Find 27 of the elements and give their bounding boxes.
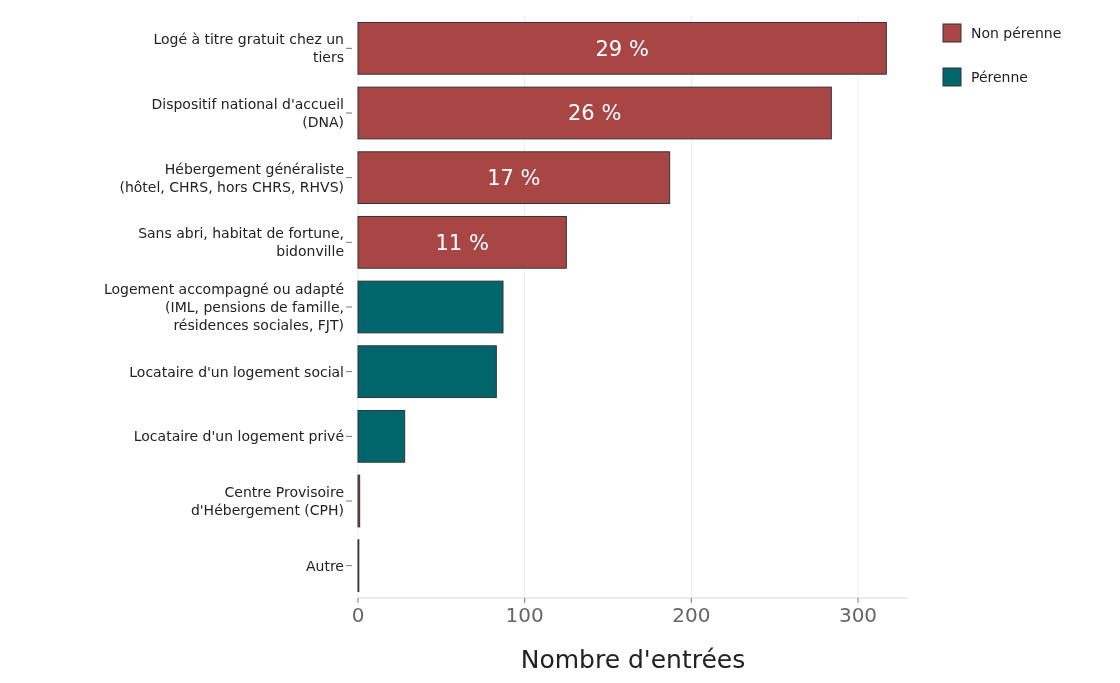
bar [357, 151, 671, 205]
bar [357, 215, 567, 269]
bar [357, 21, 887, 75]
y-tick-label: Logement accompagné ou adapté (IML, pensions de famille, résidences sociales, FJT) [103, 280, 344, 333]
annotation: 17 % [487, 166, 541, 191]
y-tick-label: Hébergement généraliste (hôtel, CHRS, hors CHRS, RHVS) [119, 160, 344, 195]
y-tick-label: Locataire d'un logement social [129, 363, 344, 380]
bar [357, 280, 504, 334]
y-tick-label: Sans abri, habitat de fortune, bidonville [138, 225, 344, 260]
y-tick-label: Centre Provisoire d'Hébergement (CPH) [190, 483, 344, 518]
y-tick-label: Locataire d'un logement privé [133, 428, 344, 445]
annotation: 26 % [567, 101, 622, 126]
annotation: 29 % [595, 36, 649, 61]
annotation: 11 % [435, 230, 489, 255]
x-tick-label: 300 [838, 603, 878, 627]
x-tick-label: 0 [351, 603, 365, 627]
x-tick-label: 100 [505, 603, 544, 627]
bar [357, 345, 497, 399]
bar [357, 409, 406, 463]
y-tick-label: Dispositif national d'accueil (DNA) [151, 95, 344, 130]
legend-label: Pérenne [971, 68, 1028, 85]
x-tick-label: 200 [672, 603, 711, 627]
x-axis-title: Nombre d'entrées [520, 645, 746, 674]
legend-label: Non pérenne [971, 24, 1062, 41]
y-tick-label: Logé à titre gratuit chez un tiers [153, 31, 344, 66]
bar [357, 86, 832, 140]
y-tick-label: Autre [305, 557, 344, 574]
